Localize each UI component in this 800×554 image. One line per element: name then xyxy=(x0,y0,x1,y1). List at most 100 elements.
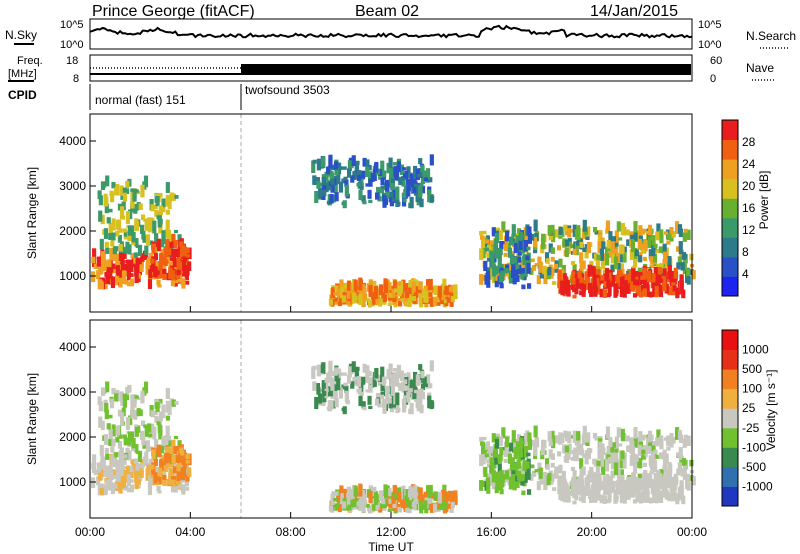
velocity-cell xyxy=(558,464,563,474)
velocity-cell xyxy=(330,370,335,377)
velocity-cell xyxy=(150,410,155,418)
velocity-cell xyxy=(139,463,144,474)
power-cell xyxy=(638,225,643,236)
velocity-cell xyxy=(115,425,121,436)
power-cell xyxy=(173,239,178,249)
power-cell xyxy=(619,263,624,271)
power-cell xyxy=(593,253,599,261)
velocity-cell xyxy=(391,494,396,504)
velocity-cell xyxy=(661,481,666,486)
power-cell xyxy=(168,234,173,241)
colorbar-segment xyxy=(722,330,738,351)
velocity-cell xyxy=(682,464,687,476)
velocity-cell xyxy=(169,447,174,454)
power-cell xyxy=(400,298,406,302)
power-cell xyxy=(520,271,525,279)
power-cell xyxy=(649,293,654,298)
velocity-cell xyxy=(579,483,584,496)
power-cell xyxy=(371,292,376,302)
velocity-cell xyxy=(444,491,449,502)
power-cell xyxy=(342,200,347,209)
velocity-cell xyxy=(358,502,364,510)
power-cell xyxy=(163,259,168,267)
power-cell xyxy=(330,178,335,185)
power-cell xyxy=(107,259,112,268)
power-cell xyxy=(574,242,579,256)
power-cell xyxy=(115,230,120,237)
velocity-cell xyxy=(374,398,380,406)
power-cell xyxy=(671,278,676,285)
power-cell xyxy=(320,158,325,168)
power-cell xyxy=(110,240,115,247)
power-cell xyxy=(334,192,339,202)
power-cell xyxy=(653,243,658,248)
velocity-cell xyxy=(389,373,394,382)
power-cell xyxy=(561,289,567,293)
velocity-cell xyxy=(127,487,132,493)
power-cell xyxy=(526,262,531,274)
velocity-cell xyxy=(407,504,412,514)
velocity-cell xyxy=(658,484,663,489)
velocity-cell xyxy=(671,437,676,444)
velocity-cell xyxy=(538,467,543,479)
velocity-cell xyxy=(642,494,647,503)
power-cell xyxy=(662,251,668,265)
velocity-cell xyxy=(425,374,431,386)
velocity-cell xyxy=(175,454,180,464)
noise-sky-trace xyxy=(89,24,693,39)
power-cell xyxy=(678,241,683,255)
power-cell xyxy=(655,248,660,253)
velocity-cell xyxy=(679,480,684,491)
power-cell xyxy=(411,296,416,302)
velocity-cell xyxy=(161,413,166,419)
power-cell xyxy=(140,214,146,221)
velocity-cell xyxy=(611,480,616,488)
velocity-cell xyxy=(337,507,342,513)
velocity-cell xyxy=(565,488,570,496)
power-cell xyxy=(147,222,152,233)
power-cell xyxy=(113,277,118,283)
power-cell xyxy=(511,234,516,243)
power-cell xyxy=(637,277,642,286)
velocity-cell xyxy=(333,369,338,376)
velocity-cell xyxy=(140,430,145,441)
power-cell xyxy=(380,160,385,172)
power-cell xyxy=(651,276,656,289)
velocity-cell xyxy=(185,460,190,464)
velocity-cell xyxy=(495,478,500,491)
power-cell xyxy=(515,235,520,243)
power-cell xyxy=(418,294,423,306)
power-cell xyxy=(102,259,107,272)
noise-sky-label: N.Sky xyxy=(5,28,37,42)
power-cell xyxy=(136,273,141,279)
velocity-cell xyxy=(328,505,334,512)
power-cell xyxy=(515,264,520,269)
power-cell xyxy=(124,279,129,285)
power-cell xyxy=(664,283,669,294)
velocity-cell xyxy=(548,449,553,459)
power-cell xyxy=(554,229,559,238)
velocity-cell xyxy=(416,379,422,384)
power-cell xyxy=(450,285,455,293)
velocity-cell xyxy=(500,476,505,488)
power-cell xyxy=(594,286,599,293)
velocity-cell xyxy=(676,468,681,476)
colorbar-tick-label: 100 xyxy=(742,382,762,396)
power-cell xyxy=(365,297,370,302)
velocity-cell xyxy=(395,405,400,414)
power-cell xyxy=(656,223,661,236)
power-cell xyxy=(341,178,346,184)
velocity-cell xyxy=(428,498,433,504)
power-cell xyxy=(610,241,615,247)
velocity-cell xyxy=(158,466,163,473)
velocity-cell xyxy=(358,395,363,406)
velocity-cell xyxy=(156,485,161,492)
velocity-cell xyxy=(397,491,402,503)
power-cell xyxy=(669,231,674,242)
power-cell xyxy=(560,280,565,290)
power-cell xyxy=(429,297,434,307)
power-cell xyxy=(409,177,414,187)
velocity-cell xyxy=(515,481,520,488)
power-cell xyxy=(505,230,510,242)
velocity-cell xyxy=(333,503,338,508)
